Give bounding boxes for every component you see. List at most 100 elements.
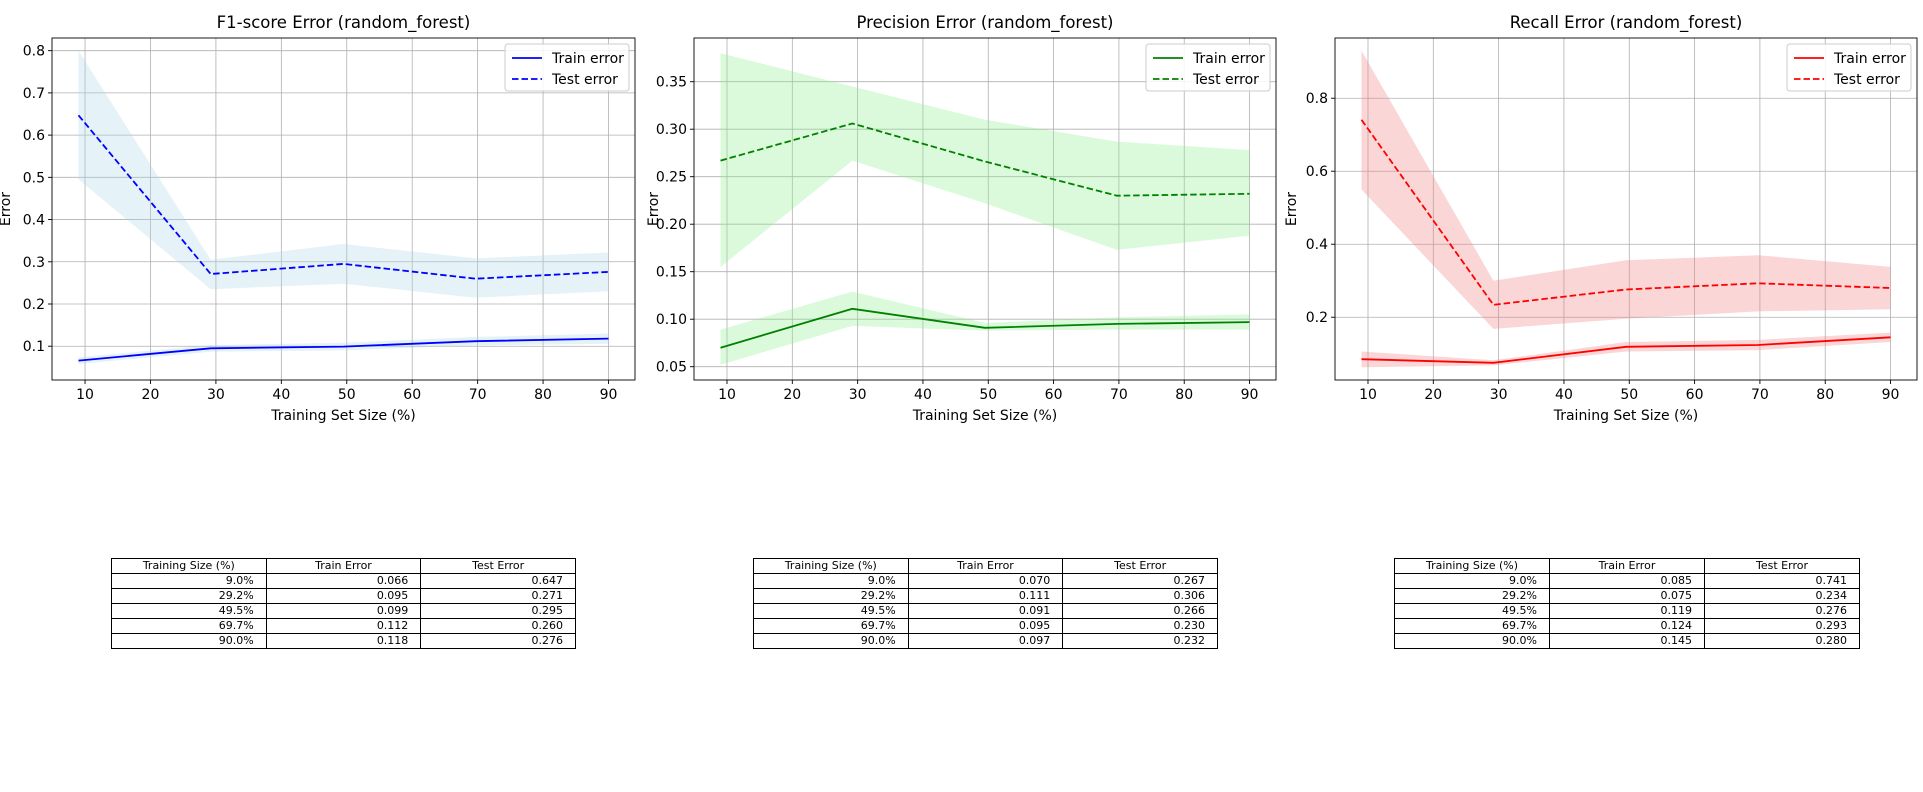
table-header-row: Training Size (%) Train Error Test Error (1394, 558, 1860, 574)
x-tick-label: 80 (534, 387, 552, 403)
table-cell: 0.276 (420, 633, 576, 649)
table-cell: 49.5% (111, 603, 267, 619)
x-tick-label: 80 (1816, 387, 1834, 403)
train-error-band (78, 333, 609, 364)
table-cell: 0.075 (1549, 588, 1705, 604)
table-row: 90.0% 0.145 0.280 (1394, 633, 1860, 649)
legend: Train error Test error (1145, 43, 1271, 92)
results-table-2: Training Size (%) Train Error Test Error 9.… (753, 558, 1218, 649)
table-cell: 0.232 (1062, 633, 1218, 649)
legend-label: Test error (1833, 72, 1900, 88)
y-tick-label: 0.2 (1306, 310, 1328, 326)
train-error-line (720, 307, 1250, 349)
table-row: 69.7% 0.112 0.260 (111, 618, 576, 634)
table-cell: 49.5% (753, 603, 909, 619)
y-tick-label: 0.5 (23, 170, 45, 186)
y-tick-label: 0.10 (656, 312, 687, 328)
plot-frame (693, 37, 1277, 381)
plot-frame (1334, 37, 1918, 381)
x-tick-label: 40 (272, 387, 290, 403)
legend-label: Test error (1192, 72, 1259, 88)
table-cell: 0.119 (1549, 603, 1705, 619)
table-header-row: Training Size (%) Train Error Test Error (111, 558, 576, 574)
legend-label: Train error (551, 51, 624, 67)
table-cell: 0.111 (907, 588, 1064, 604)
y-tick-label: 0.20 (656, 217, 687, 233)
table-cell: 0.099 (265, 603, 422, 619)
table-cell: 0.118 (265, 633, 422, 649)
y-tick-label: 0.1 (23, 339, 45, 355)
table-cell: 9.0% (1394, 573, 1550, 589)
chart-panel-1: 10 20 30 40 50 60 70 80 90 0.1 0.2 0.3 0.4 0.5 0.6 0.7 0… (0, 13, 636, 424)
table-row: 9.0% 0.066 0.647 (111, 573, 576, 589)
x-tick-label: 10 (76, 387, 94, 403)
legend: Train error Test error (504, 43, 630, 92)
chart-panel-3: 10 20 30 40 50 60 70 80 90 0.2 0.4 0.6 0.8 Recall Err… (1284, 13, 1918, 424)
x-tick-label: 50 (338, 387, 356, 403)
table-cell: 69.7% (111, 618, 267, 634)
table-row: 9.0% 0.070 0.267 (753, 573, 1218, 589)
y-axis-label: Error (646, 192, 662, 226)
table-row: 49.5% 0.119 0.276 (1394, 603, 1860, 619)
table-row: 90.0% 0.118 0.276 (111, 633, 576, 649)
legend: Train error Test error (1786, 43, 1912, 92)
y-axis-label: Error (1284, 192, 1300, 226)
table-cell: 0.266 (1062, 603, 1218, 619)
y-tick-label: 0.25 (656, 170, 687, 186)
chart-panel-2: 10 20 30 40 50 60 70 80 90 0.05 0.10 0.15 0.20 0.25 0.… (646, 13, 1277, 424)
test-error-line (720, 122, 1250, 197)
results-table-1: Training Size (%) Train Error Test Error 9.… (111, 558, 576, 649)
table-row: 69.7% 0.124 0.293 (1394, 618, 1860, 634)
legend-label: Train error (1192, 51, 1265, 67)
x-axis-label: Training Set Size (%) (1553, 408, 1699, 424)
x-tick-label: 50 (979, 387, 997, 403)
x-tick-label: 40 (914, 387, 932, 403)
table-row: 29.2% 0.075 0.234 (1394, 588, 1860, 604)
train-error-band (1361, 332, 1891, 368)
y-tick-label: 0.15 (656, 265, 687, 281)
table-cell: 0.095 (907, 618, 1064, 634)
table-header-cell: Training Size (%) (753, 558, 909, 574)
results-table-3: Training Size (%) Train Error Test Error 9.… (1394, 558, 1860, 649)
x-tick-label: 90 (1241, 387, 1259, 403)
table-row: 49.5% 0.099 0.295 (111, 603, 576, 619)
x-tick-label: 90 (1882, 387, 1900, 403)
table-cell: 0.260 (420, 618, 576, 634)
table-cell: 0.095 (265, 588, 422, 604)
x-tick-label: 60 (1045, 387, 1063, 403)
y-tick-label: 0.35 (656, 75, 687, 91)
table-cell: 90.0% (1394, 633, 1550, 649)
y-tick-label: 0.30 (656, 122, 687, 138)
table-row: 29.2% 0.095 0.271 (111, 588, 576, 604)
table-cell: 0.271 (420, 588, 576, 604)
table-cell: 0.112 (265, 618, 422, 634)
table-row: 49.5% 0.091 0.266 (753, 603, 1218, 619)
train-error-line (78, 337, 609, 362)
table-cell: 29.2% (1394, 588, 1550, 604)
x-tick-label: 70 (469, 387, 487, 403)
test-error-band (720, 53, 1250, 268)
table-cell: 0.124 (1549, 618, 1705, 634)
table-header-cell: Training Size (%) (1394, 558, 1550, 574)
table-header-cell: Training Size (%) (111, 558, 267, 574)
y-axis-label: Error (0, 192, 14, 226)
table-cell: 0.066 (265, 573, 422, 589)
table-cell: 0.091 (907, 603, 1064, 619)
x-tick-label: 20 (1424, 387, 1442, 403)
x-tick-label: 20 (783, 387, 801, 403)
table-header-cell: Train Error (265, 558, 422, 574)
y-tick-label: 0.7 (23, 86, 45, 102)
table-cell: 0.267 (1062, 573, 1218, 589)
x-tick-label: 70 (1751, 387, 1769, 403)
x-axis-label: Training Set Size (%) (912, 408, 1058, 424)
table-cell: 0.230 (1062, 618, 1218, 634)
table-header-cell: Test Error (420, 558, 576, 574)
table-header-cell: Train Error (907, 558, 1064, 574)
table-cell: 0.741 (1704, 573, 1860, 589)
table-cell: 90.0% (111, 633, 267, 649)
table-row: 29.2% 0.111 0.306 (753, 588, 1218, 604)
test-error-band (1361, 50, 1891, 329)
table-cell: 0.280 (1704, 633, 1860, 649)
chart-title: Recall Error (random_forest) (1510, 13, 1743, 33)
